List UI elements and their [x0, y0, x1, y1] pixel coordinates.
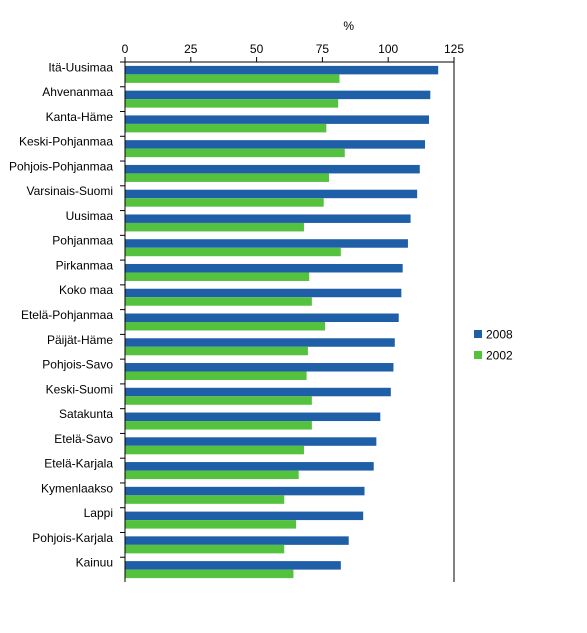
unit-label: %: [343, 19, 354, 33]
bar-2002: [125, 371, 307, 381]
bar-2002: [125, 346, 308, 356]
bar-2008: [125, 239, 408, 248]
category-label: Pohjois-Savo: [42, 358, 113, 372]
bar-2008: [125, 313, 399, 322]
bar-2002: [125, 445, 304, 455]
bar-2008: [125, 140, 426, 149]
category-label: Keski-Pohjanmaa: [19, 135, 113, 149]
bar-2008: [125, 214, 411, 223]
category-label: Pohjanmaa: [52, 234, 113, 248]
bar-2008: [125, 437, 377, 446]
category-label: Pohjois-Karjala: [32, 531, 113, 545]
bar-2008: [125, 65, 439, 75]
legend-swatch-2002: [474, 351, 482, 359]
category-label: Kymenlaakso: [41, 481, 113, 495]
bar-2002: [125, 222, 304, 232]
x-tick-label: 100: [378, 42, 398, 56]
bar-2002: [125, 520, 297, 529]
category-label: Kanta-Häme: [46, 110, 114, 124]
category-label: Itä-Uusimaa: [48, 60, 113, 74]
legend: 2008 2002: [474, 328, 513, 363]
category-label: Uusimaa: [66, 209, 114, 223]
bar-2002: [125, 74, 340, 83]
bar-2002: [125, 297, 312, 306]
category-label: Pirkanmaa: [56, 258, 114, 272]
x-tick-label: 125: [444, 42, 464, 56]
category-label: Etelä-Pohjanmaa: [21, 308, 113, 322]
bar-2008: [125, 263, 403, 273]
bar-2002: [125, 123, 327, 133]
bar-2008: [125, 189, 418, 199]
category-label: Etelä-Savo: [54, 432, 113, 446]
bar-2008: [125, 363, 394, 372]
bar-2002: [125, 173, 329, 182]
bar-2002: [125, 272, 310, 281]
bar-2008: [125, 115, 429, 124]
category-label: Lappi: [84, 506, 113, 520]
bar-2002: [125, 421, 312, 430]
bar-2002: [125, 470, 299, 480]
bar-2002: [125, 247, 341, 257]
bar-2008: [125, 90, 431, 100]
bar-2008: [125, 164, 420, 174]
category-label: Etelä-Karjala: [44, 457, 113, 471]
bar-2008: [125, 338, 395, 347]
bar-2008: [125, 536, 349, 545]
legend-label-2008: 2008: [486, 328, 513, 342]
bar-2008: [125, 462, 374, 471]
category-label: Keski-Suomi: [46, 382, 113, 396]
bar-2008: [125, 561, 341, 570]
bars: [125, 65, 439, 579]
bar-2008: [125, 288, 402, 298]
bar-2002: [125, 322, 326, 331]
x-tick-label: 50: [250, 42, 264, 56]
bar-2002: [125, 495, 285, 504]
bar-2002: [125, 396, 312, 405]
x-tick-label: 75: [316, 42, 330, 56]
bar-2008: [125, 511, 364, 521]
bar-2002: [125, 569, 294, 579]
x-tick-label: 0: [122, 42, 129, 56]
category-label: Satakunta: [59, 407, 113, 421]
legend-label-2002: 2002: [486, 349, 513, 363]
category-label: Pohjois-Pohjanmaa: [9, 159, 113, 173]
axes: [124, 61, 455, 582]
legend-swatch-2008: [474, 330, 482, 338]
x-tick-label: 25: [184, 42, 198, 56]
category-labels: Itä-Uusimaa Ahvenanmaa Kanta-Häme Keski-Poh…: [9, 60, 125, 570]
category-label: Kainuu: [76, 556, 113, 570]
bar-2008: [125, 412, 381, 422]
bar-2008: [125, 387, 391, 397]
bar-2002: [125, 544, 285, 554]
bar-2008: [125, 486, 365, 496]
bar-2002: [125, 148, 345, 158]
bar-2002: [125, 198, 324, 207]
category-label: Koko maa: [59, 283, 113, 297]
category-label: Ahvenanmaa: [42, 85, 113, 99]
bar-2002: [125, 99, 339, 108]
x-axis-ticks: 0 25 50 75 100 125: [122, 42, 464, 62]
category-label: Varsinais-Suomi: [27, 184, 113, 198]
category-label: Päijät-Häme: [47, 333, 113, 347]
